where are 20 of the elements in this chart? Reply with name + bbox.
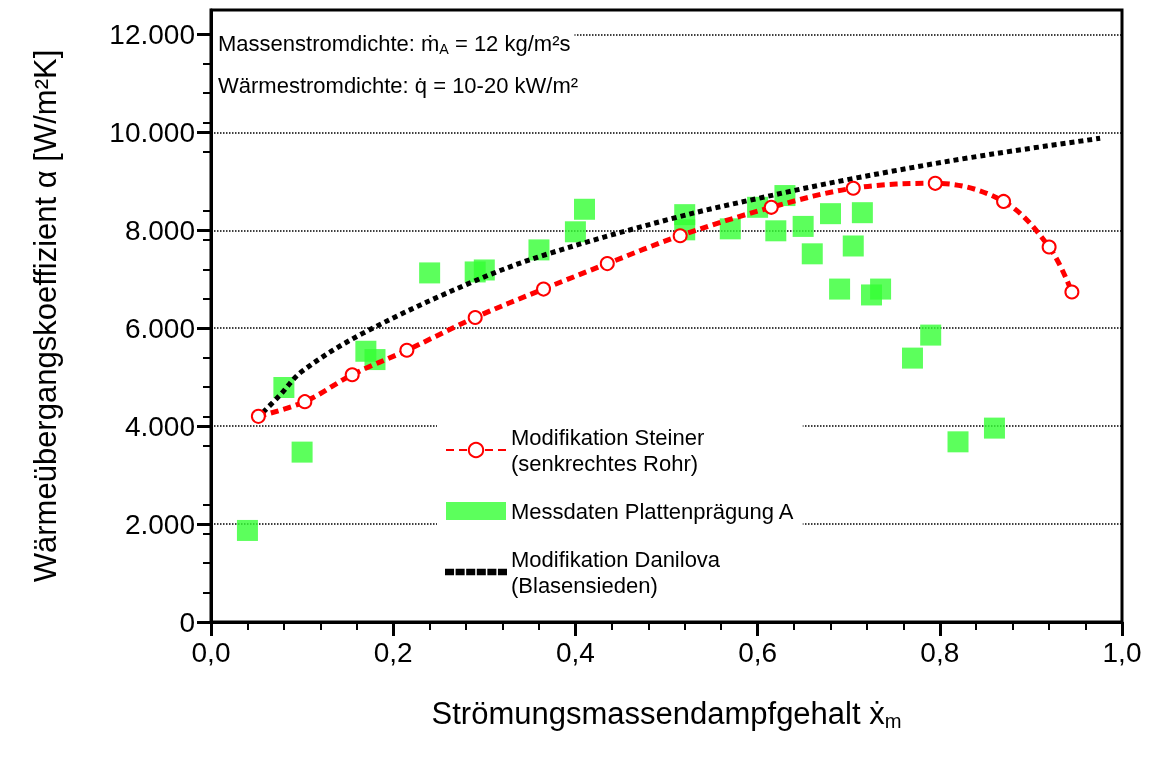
y-tick-label: 12.000 <box>109 18 195 50</box>
x-tick-label: 0,6 <box>738 636 778 668</box>
y-tick-label: 8.000 <box>124 214 195 246</box>
y-tick-label: 0 <box>179 606 195 638</box>
y-axis-title: Wärmeübergangskoeffizient α [W/m²K] <box>28 49 63 583</box>
y-tick-label: 4.000 <box>124 410 195 442</box>
y-tick-label: 2.000 <box>124 508 195 540</box>
y-tick-label: 10.000 <box>109 116 195 148</box>
x-tick-label: 0,4 <box>555 636 595 668</box>
x-tick-label: 1,0 <box>1102 636 1142 668</box>
legend-label: Modifikation Steiner (senkrechtes Rohr) <box>511 424 705 476</box>
x-tick-label: 0,0 <box>191 636 231 668</box>
annotation: Wärmestromdichte: q̇ = 10-20 kW/m² <box>218 72 579 98</box>
legend-label: Modifikation Danilova (Blasensieden) <box>511 546 721 598</box>
y-tick-label: 6.000 <box>124 312 195 344</box>
x-axis-title: Strömungsmassendampfgehalt ẋm <box>431 696 902 732</box>
x-tick-label: 0,2 <box>373 636 413 668</box>
x-tick-label: 0,8 <box>920 636 960 668</box>
legend-label: Messdaten Plattenprägung A <box>511 498 794 524</box>
annotation: Massenstromdichte: ṁA = 12 kg/m²s <box>218 31 571 57</box>
